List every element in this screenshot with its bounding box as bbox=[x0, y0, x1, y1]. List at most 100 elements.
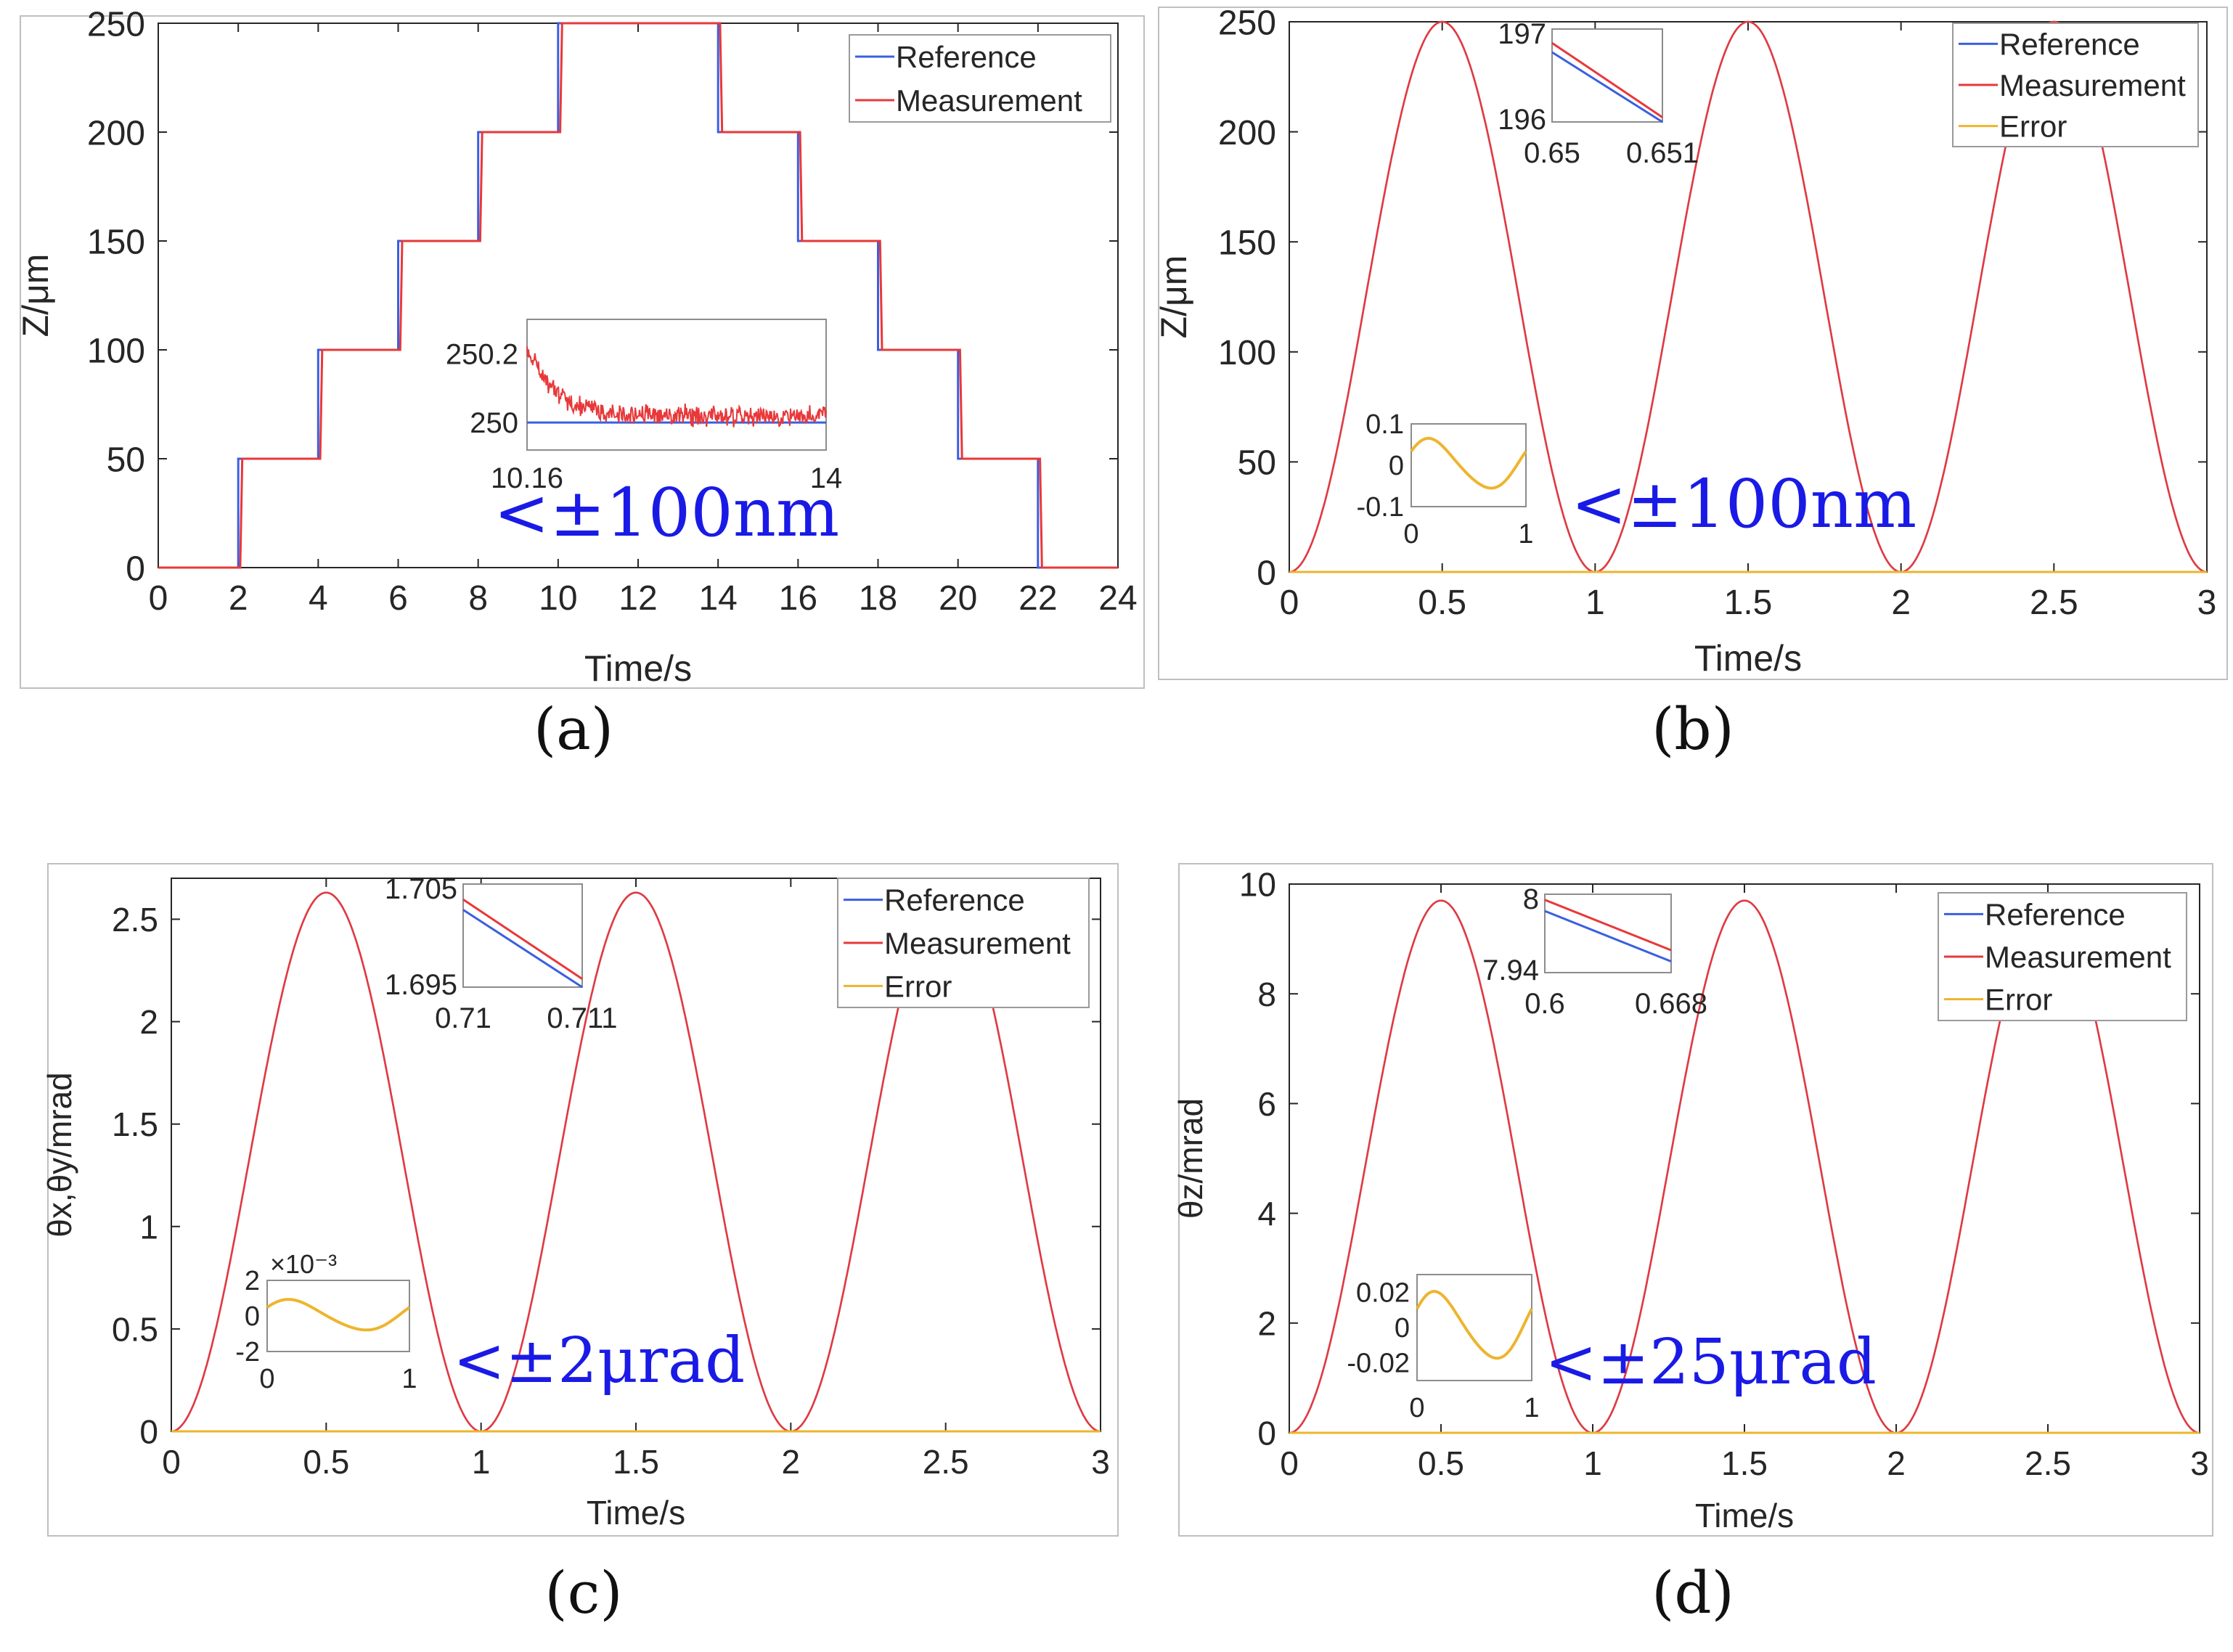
y-tick-label: 0 bbox=[1257, 1415, 1276, 1452]
panel-caption: (a) bbox=[534, 695, 613, 763]
error-inset-ytick: 0 bbox=[1395, 1313, 1410, 1344]
x-tick-label: 0.5 bbox=[1418, 1444, 1464, 1482]
error-inset-curve bbox=[266, 1298, 411, 1332]
x-tick-label: 0.5 bbox=[1418, 584, 1466, 622]
y-tick-label: 1 bbox=[139, 1208, 158, 1246]
x-tick-label: 3 bbox=[1091, 1443, 1110, 1481]
zoom-inset-line-reference bbox=[1544, 909, 1672, 962]
zoom-inset-box bbox=[462, 883, 583, 988]
y-tick-label: 1.5 bbox=[112, 1105, 158, 1143]
zoom-inset-line-measurement bbox=[462, 899, 583, 980]
x-tick-label: 0 bbox=[149, 579, 168, 618]
legend-label-reference: Reference bbox=[896, 40, 1037, 74]
x-tick-label: 4 bbox=[309, 579, 328, 618]
x-tick-label: 2.5 bbox=[2030, 584, 2078, 622]
x-tick-label: 1 bbox=[1585, 584, 1605, 622]
zoom-inset-line-measurement bbox=[1551, 41, 1663, 118]
y-tick-label: 150 bbox=[1218, 224, 1276, 262]
legend-label-measurement: Measurement bbox=[896, 83, 1082, 118]
x-tick-label: 8 bbox=[468, 579, 488, 618]
y-axis-label: θx,θy/mrad bbox=[41, 1072, 78, 1238]
x-tick-label: 20 bbox=[939, 579, 977, 618]
error-inset-ytick: 2 bbox=[245, 1266, 260, 1296]
x-tick-label: 16 bbox=[779, 579, 817, 618]
error-inset-xtick: 1 bbox=[1524, 1393, 1539, 1423]
legend-label-error: Error bbox=[1985, 983, 2052, 1017]
x-tick-label: 1 bbox=[472, 1443, 491, 1481]
error-inset-xtick: 0 bbox=[1409, 1393, 1424, 1423]
zoom-inset-ytick: 8 bbox=[1523, 883, 1539, 915]
legend-box bbox=[849, 34, 1111, 123]
legend-label-reference: Reference bbox=[884, 883, 1025, 917]
step-inset-measurement bbox=[526, 346, 827, 428]
x-tick-label: 6 bbox=[388, 579, 408, 618]
y-tick-label: 2.5 bbox=[112, 901, 158, 939]
legend-label-error: Error bbox=[884, 969, 952, 1003]
y-tick-label: 250 bbox=[1218, 4, 1276, 42]
x-tick-label: 1.5 bbox=[1724, 584, 1773, 622]
zoom-inset-line-measurement bbox=[1544, 899, 1672, 952]
x-tick-label: 2 bbox=[782, 1443, 801, 1481]
panel-frame bbox=[1178, 863, 2213, 1537]
x-tick-label: 22 bbox=[1018, 579, 1057, 618]
error-inset-ytick: -0.02 bbox=[1347, 1349, 1410, 1379]
x-tick-label: 0 bbox=[1280, 584, 1299, 622]
step-inset-ytick: 250 bbox=[470, 407, 518, 439]
x-axis-label: Time/s bbox=[1695, 1497, 1794, 1534]
legend-label-measurement: Measurement bbox=[1985, 940, 2171, 974]
y-tick-label: 6 bbox=[1257, 1085, 1276, 1123]
y-axis-label: Z/μm bbox=[1154, 255, 1194, 339]
step-inset-xtick: 10.16 bbox=[491, 462, 563, 494]
error-inset-curve bbox=[1416, 1290, 1533, 1360]
x-tick-label: 12 bbox=[619, 579, 657, 618]
y-tick-label: 100 bbox=[1218, 334, 1276, 372]
zoom-inset-ytick: 197 bbox=[1498, 18, 1546, 50]
zoom-inset-line-reference bbox=[1551, 51, 1663, 123]
y-tick-label: 8 bbox=[1257, 976, 1276, 1013]
x-tick-label: 3 bbox=[2190, 1444, 2209, 1482]
panel-c: 0 0.5 1 1.5 2 2.5 3 0 0.5 1 1.5 2 2.5 Time/s θx,θy/mra… bbox=[41, 863, 1119, 1627]
error-inset-ytick: -0.1 bbox=[1357, 492, 1404, 523]
legend-label-error: Error bbox=[1999, 110, 2067, 144]
y-tick-label: 250 bbox=[87, 5, 145, 44]
legend-label-reference: Reference bbox=[1999, 27, 2140, 61]
y-tick-label: 2 bbox=[1257, 1304, 1276, 1342]
error-inset-ytick: 0 bbox=[245, 1301, 260, 1332]
panel-frame bbox=[1158, 7, 2228, 680]
zoom-inset-ytick: 1.695 bbox=[385, 969, 457, 1001]
x-axis-label: Time/s bbox=[1694, 638, 1802, 679]
panel-d: 0 0.5 1 1.5 2 2.5 30246810Time/sθz/mrad(d)87.9… bbox=[1172, 863, 2213, 1627]
error-bound-annotation: <±100nm bbox=[494, 474, 839, 552]
x-tick-label: 2 bbox=[229, 579, 248, 618]
zoom-inset-xtick: 0.65 bbox=[1524, 137, 1580, 169]
x-tick-label: 1 bbox=[1583, 1444, 1602, 1482]
y-tick-label: 10 bbox=[1239, 866, 1276, 904]
panel-a: 0 2 4 6 8 10 12 14 16 18 20 22 24050100150200250Time… bbox=[15, 5, 1145, 763]
y-tick-label: 0 bbox=[139, 1413, 158, 1451]
x-tick-label: 0.5 bbox=[303, 1443, 349, 1481]
zoom-inset-xtick: 0.6 bbox=[1524, 988, 1565, 1020]
y-tick-label: 0.5 bbox=[112, 1310, 158, 1348]
y-axis-label: Z/μm bbox=[15, 254, 56, 338]
error-inset-xtick: 1 bbox=[401, 1364, 417, 1394]
zoom-inset-xtick: 0.651 bbox=[1626, 137, 1699, 169]
zoom-inset-box bbox=[1551, 28, 1663, 123]
y-tick-label: 150 bbox=[87, 223, 145, 261]
zoom-inset-xtick: 0.711 bbox=[547, 1002, 617, 1034]
step-inset-box bbox=[526, 319, 827, 451]
x-tick-label: 2.5 bbox=[923, 1443, 969, 1481]
x-tick-label: 3 bbox=[2197, 584, 2217, 622]
error-inset-ytick: 0.02 bbox=[1356, 1277, 1410, 1308]
y-tick-label: 100 bbox=[87, 332, 145, 370]
error-inset-box bbox=[266, 1280, 410, 1352]
zoom-inset-line-reference bbox=[462, 909, 583, 989]
panel-frame bbox=[47, 863, 1119, 1537]
x-axis-label: Time/s bbox=[584, 648, 692, 689]
y-tick-label: 4 bbox=[1257, 1195, 1276, 1232]
error-inset-xtick: 1 bbox=[1518, 519, 1533, 549]
error-inset-ytick: 0 bbox=[1389, 451, 1404, 481]
zoom-inset-xtick: 0.71 bbox=[435, 1002, 491, 1034]
legend-label-measurement: Measurement bbox=[884, 926, 1071, 960]
x-tick-label: 2.5 bbox=[2025, 1444, 2071, 1482]
y-tick-label: 0 bbox=[1257, 554, 1276, 592]
